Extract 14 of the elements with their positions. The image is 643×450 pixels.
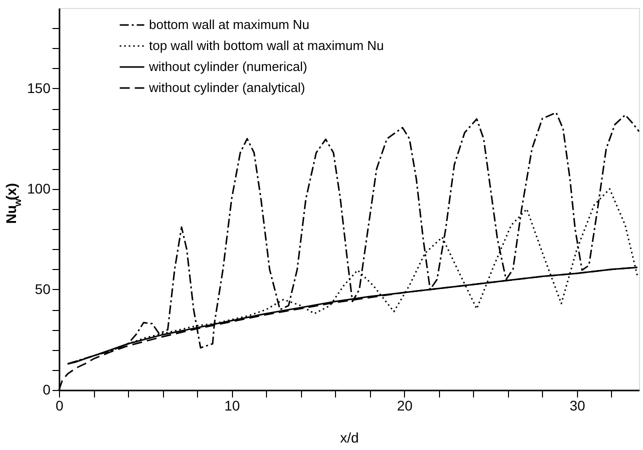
legend-label: without cylinder (analytical) [148, 80, 306, 95]
y-tick-label: 150 [27, 80, 51, 96]
y-tick-label: 100 [27, 180, 51, 196]
legend-label: bottom wall at maximum Nu [149, 17, 310, 32]
x-axis-title: x/d [340, 430, 359, 446]
x-tick-label: 0 [56, 398, 64, 414]
legend-label: top wall with bottom wall at maximum Nu [149, 38, 384, 53]
y-axis-title: Nuw(x) [3, 183, 24, 224]
x-tick-label: 20 [396, 398, 413, 414]
y-tick-label: 0 [42, 382, 51, 398]
x-tick-label: 10 [224, 398, 240, 414]
legend-label: without cylinder (numerical) [148, 59, 308, 74]
x-tick-label: 30 [570, 398, 586, 414]
y-tick-label: 50 [34, 280, 51, 297]
